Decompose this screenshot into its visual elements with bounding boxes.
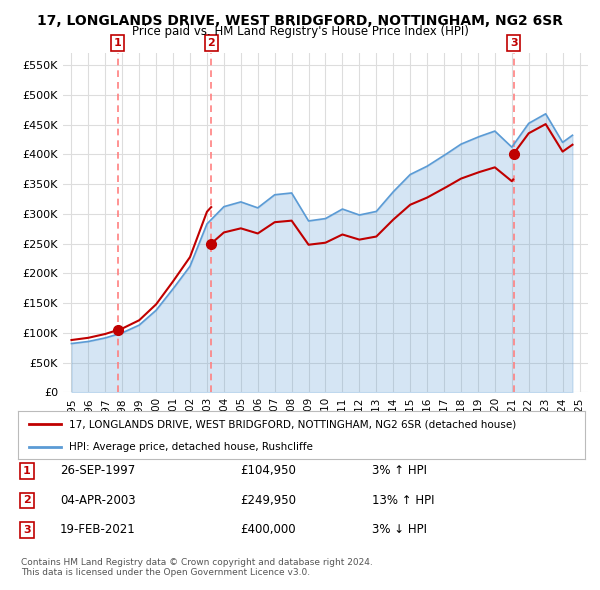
Text: 26-SEP-1997: 26-SEP-1997: [60, 464, 135, 477]
Text: £104,950: £104,950: [240, 464, 296, 477]
Text: 13% ↑ HPI: 13% ↑ HPI: [372, 494, 434, 507]
Text: 2: 2: [208, 38, 215, 48]
Text: Price paid vs. HM Land Registry's House Price Index (HPI): Price paid vs. HM Land Registry's House …: [131, 25, 469, 38]
Text: 1: 1: [23, 466, 31, 476]
Text: £400,000: £400,000: [240, 523, 296, 536]
Text: 3% ↑ HPI: 3% ↑ HPI: [372, 464, 427, 477]
Text: 1: 1: [114, 38, 122, 48]
Text: 04-APR-2003: 04-APR-2003: [60, 494, 136, 507]
Text: HPI: Average price, detached house, Rushcliffe: HPI: Average price, detached house, Rush…: [69, 442, 313, 452]
Text: 2: 2: [23, 496, 31, 505]
Text: 3: 3: [23, 525, 31, 535]
Text: Contains HM Land Registry data © Crown copyright and database right 2024.
This d: Contains HM Land Registry data © Crown c…: [21, 558, 373, 577]
Text: 17, LONGLANDS DRIVE, WEST BRIDGFORD, NOTTINGHAM, NG2 6SR (detached house): 17, LONGLANDS DRIVE, WEST BRIDGFORD, NOT…: [69, 419, 516, 429]
Text: £249,950: £249,950: [240, 494, 296, 507]
Text: 17, LONGLANDS DRIVE, WEST BRIDGFORD, NOTTINGHAM, NG2 6SR: 17, LONGLANDS DRIVE, WEST BRIDGFORD, NOT…: [37, 14, 563, 28]
Text: 19-FEB-2021: 19-FEB-2021: [60, 523, 136, 536]
Text: 3: 3: [510, 38, 518, 48]
Text: 3% ↓ HPI: 3% ↓ HPI: [372, 523, 427, 536]
